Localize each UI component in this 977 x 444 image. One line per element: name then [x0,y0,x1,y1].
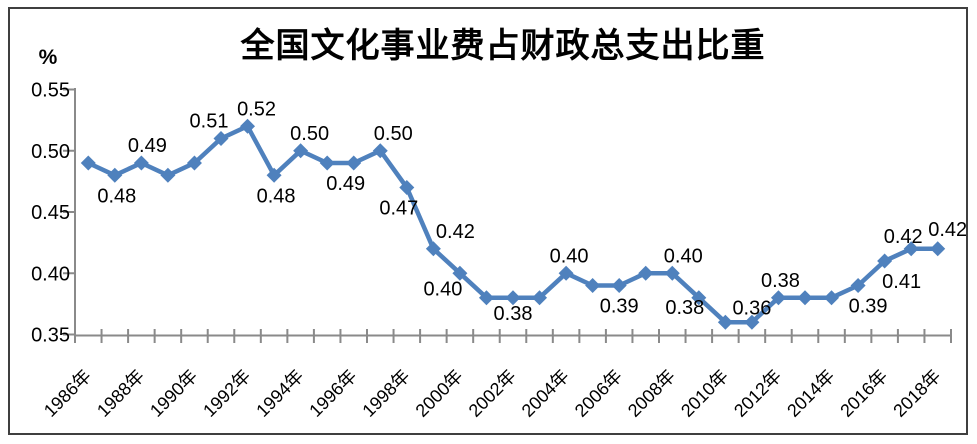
data-point-marker [133,155,149,171]
data-point-marker [558,265,574,281]
data-point-marker [505,290,521,306]
data-point-marker [903,241,919,257]
data-point-marker [532,290,548,306]
data-label: 0.49 [128,135,167,157]
data-point-marker [452,265,468,281]
data-point-marker [266,167,282,183]
y-axis-labels: 0.55 0.50 0.45 0.40 0.35 [31,80,70,347]
data-point-marker [399,180,415,195]
y-tick-label: 0.35 [31,325,70,347]
data-point-marker [930,241,946,257]
y-tick-label: 0.40 [31,263,70,285]
chart-title: 全国文化事业费占财政总支出比重 [240,26,766,65]
data-point-marker [346,155,362,171]
x-axis-ticks [74,329,952,343]
data-label: 0.49 [326,173,365,195]
y-tick-label: 0.55 [31,80,70,102]
data-point-marker [186,155,202,171]
data-point-marker [160,167,176,183]
data-label: 0.38 [761,270,800,292]
data-point-marker [425,241,441,257]
data-labels: 0.48 0.49 0.51 0.52 0.48 0.50 0.49 0.50 0.47 0.42… [97,98,967,325]
data-point-marker [638,265,654,281]
data-point-marker [664,265,680,281]
data-point-marker [770,290,786,306]
data-point-marker [585,278,601,293]
data-label: 0.47 [379,198,418,220]
data-point-marker [717,314,733,330]
data-label: 0.48 [97,185,136,207]
data-label: 0.38 [665,297,704,319]
data-label: 0.42 [884,226,923,248]
y-axis-ticks [63,88,76,336]
data-point-marker [691,290,707,306]
data-point-marker [877,253,893,269]
data-point-marker [478,290,494,306]
data-point-marker [107,167,123,183]
data-label: 0.41 [882,271,921,293]
data-point-marker [744,314,760,330]
data-point-marker [824,290,840,306]
data-label: 0.40 [423,278,462,300]
data-point-marker [213,131,229,146]
data-label: 0.40 [550,245,589,267]
y-axis-title: % [39,46,58,69]
data-label: 0.40 [664,245,703,267]
data-point-marker [293,143,309,159]
data-label: 0.50 [290,123,329,145]
data-point-marker [372,143,388,159]
data-label: 0.39 [600,296,639,318]
series-markers [80,118,946,330]
data-point-marker [240,118,256,134]
data-label: 0.42 [436,221,475,243]
data-point-marker [319,155,335,171]
data-label: 0.48 [257,185,296,207]
data-label: 0.42 [928,219,967,241]
chart-border [8,7,968,435]
data-point-marker [80,155,96,171]
data-point-marker [611,278,627,293]
data-label: 0.38 [494,303,533,325]
data-label: 0.51 [190,111,229,133]
data-label: 0.52 [237,98,276,120]
data-label: 0.50 [374,123,413,145]
data-point-marker [850,278,866,293]
data-label: 0.39 [849,296,888,318]
data-point-marker [797,290,813,306]
y-tick-label: 0.50 [31,141,70,163]
data-label: 0.36 [732,297,771,319]
y-tick-label: 0.45 [31,202,70,224]
